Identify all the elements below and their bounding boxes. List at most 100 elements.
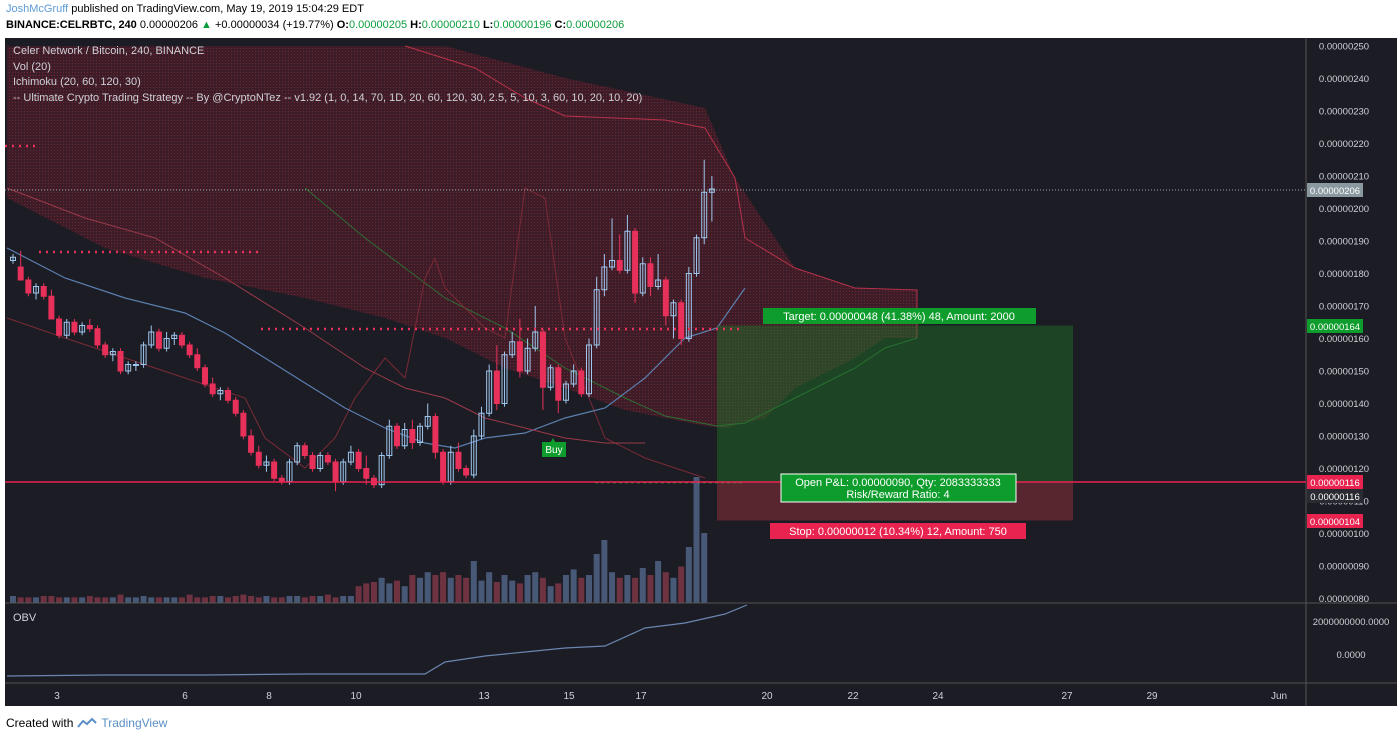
- candle-body: [209, 383, 216, 395]
- volume-bar: [178, 597, 185, 603]
- candle-body: [25, 279, 32, 294]
- volume-bar: [155, 597, 162, 603]
- time-tick-label: 29: [1146, 691, 1158, 702]
- chart-area[interactable]: 0.00000250 0.00000240 0.00000230 0.00000220…: [5, 38, 1397, 706]
- volume-bar: [301, 597, 308, 603]
- ichimoku-cloud: [7, 46, 917, 428]
- volume-bar: [678, 566, 685, 603]
- last-price: 0.00000206: [139, 19, 198, 31]
- candle-body: [524, 347, 531, 372]
- volume-bar: [25, 597, 32, 603]
- volume-bar: [693, 477, 700, 603]
- cloud-edge-lower: [304, 187, 918, 427]
- candle-body: [401, 429, 408, 447]
- candle-body: [33, 286, 40, 294]
- candle-body: [463, 468, 470, 476]
- candle-body: [263, 461, 270, 466]
- candle-body: [424, 416, 431, 427]
- volume-bar: [248, 596, 255, 603]
- candle-body: [378, 455, 385, 486]
- candle-body: [317, 455, 324, 469]
- candle-body: [701, 191, 708, 239]
- candle-body: [232, 399, 239, 414]
- chart-legend: Celer Network / Bitcoin, 240, BINANCE Vo…: [13, 44, 642, 106]
- footer-brand[interactable]: TradingView: [101, 716, 168, 730]
- base-line: [6, 247, 746, 449]
- candle-body: [155, 331, 162, 349]
- pnl-label: Open P&L: 0.00000090, Qty: 2083333333: [795, 477, 1001, 489]
- conversion-line: [6, 187, 645, 444]
- volume-bar: [71, 597, 78, 603]
- candle-body: [255, 451, 262, 466]
- volume-bar: [401, 586, 408, 603]
- volume-bar: [317, 596, 324, 603]
- publish-info: published on TradingView.com, May 19, 20…: [71, 3, 364, 15]
- volume-bar: [486, 572, 493, 603]
- candle-body: [17, 266, 24, 281]
- volume-bar: [624, 575, 631, 603]
- volume-bar: [225, 597, 232, 603]
- legend-strategy[interactable]: -- Ultimate Crypto Trading Strategy -- B…: [13, 91, 643, 104]
- time-tick-label: 17: [635, 691, 647, 702]
- target-label-box: Target: 0.00000048 (41.38%) 48, Amount: …: [763, 308, 1036, 324]
- candle-body: [148, 331, 155, 346]
- high-label: H:: [410, 19, 422, 31]
- price-tick-label: 0.00000210: [1319, 172, 1369, 183]
- volume-bar: [347, 596, 354, 603]
- tag-entry-b-text: 0.00000116: [1310, 492, 1360, 503]
- buy-label: Buy: [545, 445, 562, 456]
- volume-bar: [209, 596, 216, 603]
- candle-body: [117, 351, 124, 372]
- candle-body: [693, 237, 700, 274]
- volume-bar: [171, 597, 178, 603]
- candle-body: [332, 461, 339, 482]
- volume-bar: [163, 597, 170, 603]
- tradingview-logo-icon: [77, 717, 98, 728]
- candle-body: [271, 461, 278, 479]
- candle-body: [670, 302, 677, 317]
- volume-bar: [94, 597, 101, 603]
- candle-body: [278, 477, 285, 482]
- candle-body: [171, 334, 178, 339]
- candle-body: [40, 286, 47, 297]
- low-label: L:: [482, 19, 494, 31]
- price-tick-label: 0.00000160: [1319, 334, 1369, 345]
- volume-bar: [455, 575, 462, 603]
- volume-bars: [10, 477, 708, 603]
- volume-bar: [632, 577, 639, 603]
- legend-volume[interactable]: Vol (20): [13, 60, 51, 73]
- candle-body: [125, 364, 132, 372]
- volume-bar: [539, 577, 546, 603]
- candle-body: [547, 367, 554, 388]
- candle-body: [570, 370, 577, 385]
- candle-body: [94, 328, 101, 346]
- volume-bar: [17, 597, 24, 603]
- close-value: 0.00000206: [566, 19, 625, 31]
- candle-body: [501, 354, 508, 404]
- price-tick-label: 0.00000230: [1319, 107, 1369, 118]
- footer: Created with TradingView: [6, 714, 167, 732]
- time-tick-label: 15: [563, 691, 575, 702]
- tag-entry: 0.00000116: [1307, 475, 1363, 489]
- candle-body: [455, 451, 462, 469]
- volume-bar: [148, 597, 155, 603]
- price-tick-label: 0.00000100: [1319, 529, 1369, 540]
- volume-bar: [355, 586, 362, 603]
- candle-body: [194, 354, 201, 369]
- candle-body: [624, 230, 631, 271]
- time-tick-label: 24: [932, 691, 944, 702]
- candle-body: [48, 295, 55, 320]
- low-value: 0.00000196: [493, 19, 552, 31]
- candle-body: [532, 331, 539, 349]
- legend-ichimoku[interactable]: Ichimoku (20, 60, 120, 30): [13, 76, 141, 88]
- price-chart[interactable]: 0.00000250 0.00000240 0.00000230 0.00000220…: [5, 38, 1397, 706]
- volume-bar: [332, 597, 339, 603]
- volume-bar: [79, 597, 86, 603]
- candle-body: [86, 325, 93, 330]
- volume-bar: [63, 597, 70, 603]
- volume-bar: [370, 582, 377, 603]
- volume-bar: [685, 547, 692, 603]
- volume-bar: [386, 583, 393, 603]
- author-link[interactable]: JoshMcGruff: [6, 3, 69, 15]
- candle-body: [662, 279, 669, 317]
